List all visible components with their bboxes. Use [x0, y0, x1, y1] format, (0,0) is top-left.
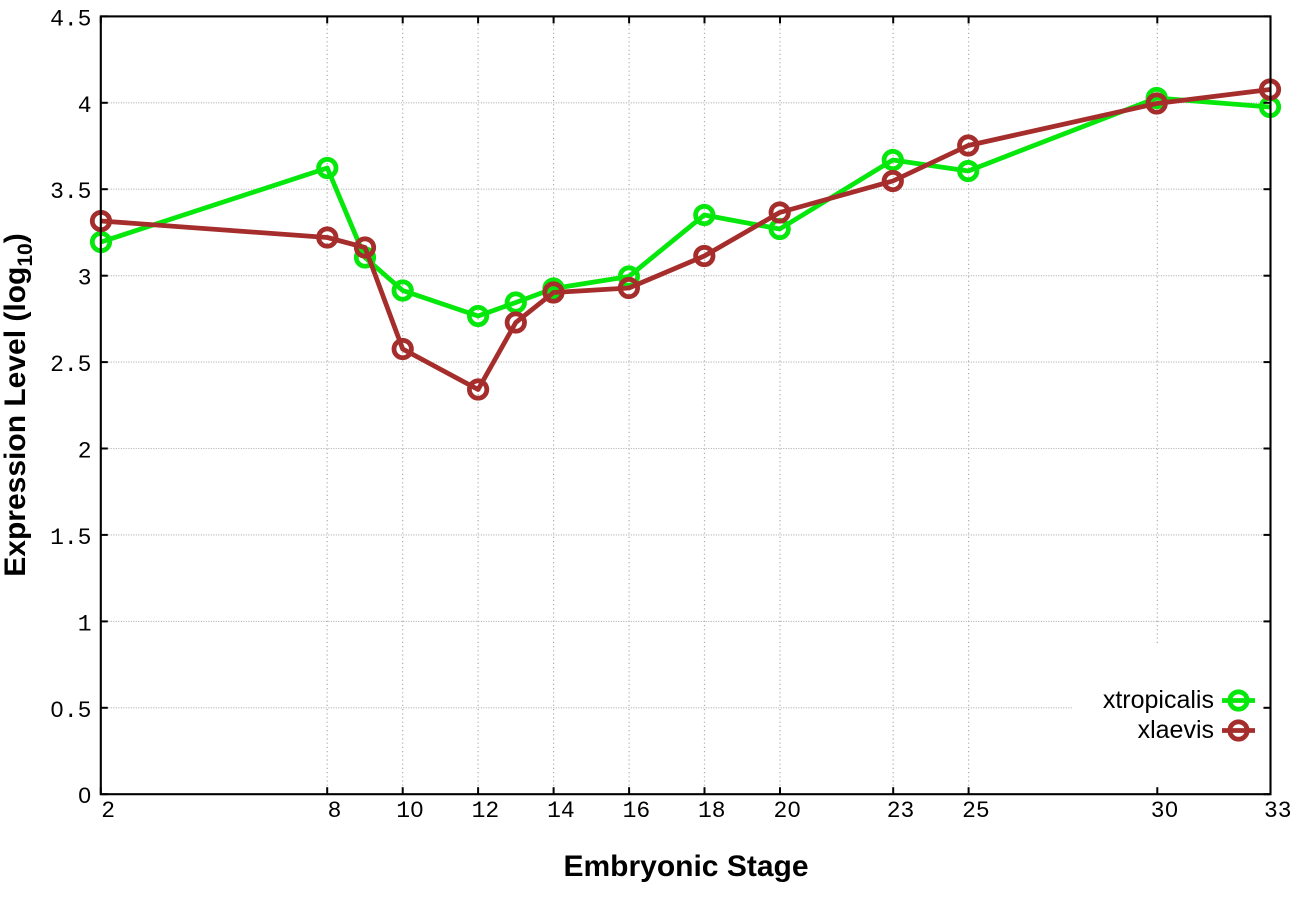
svg-text:33: 33 [1264, 798, 1292, 824]
svg-text:18: 18 [698, 798, 726, 824]
svg-text:8: 8 [328, 798, 342, 824]
svg-text:2.5: 2.5 [50, 352, 91, 378]
svg-text:10: 10 [396, 798, 424, 824]
svg-text:1: 1 [78, 611, 92, 637]
svg-text:16: 16 [623, 798, 651, 824]
svg-text:3: 3 [78, 266, 92, 292]
svg-text:1.5: 1.5 [50, 525, 91, 551]
svg-text:14: 14 [547, 798, 575, 824]
svg-text:20: 20 [773, 798, 801, 824]
svg-text:4: 4 [78, 93, 92, 119]
svg-text:3.5: 3.5 [50, 179, 91, 205]
svg-text:Expression Level (log10): Expression Level (log10) [0, 233, 37, 576]
svg-text:xtropicalis: xtropicalis [1103, 686, 1214, 714]
svg-text:2: 2 [101, 798, 115, 824]
svg-text:Embryonic Stage: Embryonic Stage [563, 850, 808, 883]
svg-text:12: 12 [472, 798, 500, 824]
svg-text:4.5: 4.5 [50, 6, 91, 32]
svg-text:2: 2 [78, 439, 92, 465]
svg-text:xlaevis: xlaevis [1138, 716, 1214, 744]
svg-text:30: 30 [1151, 798, 1179, 824]
svg-text:25: 25 [962, 798, 990, 824]
svg-text:23: 23 [887, 798, 915, 824]
